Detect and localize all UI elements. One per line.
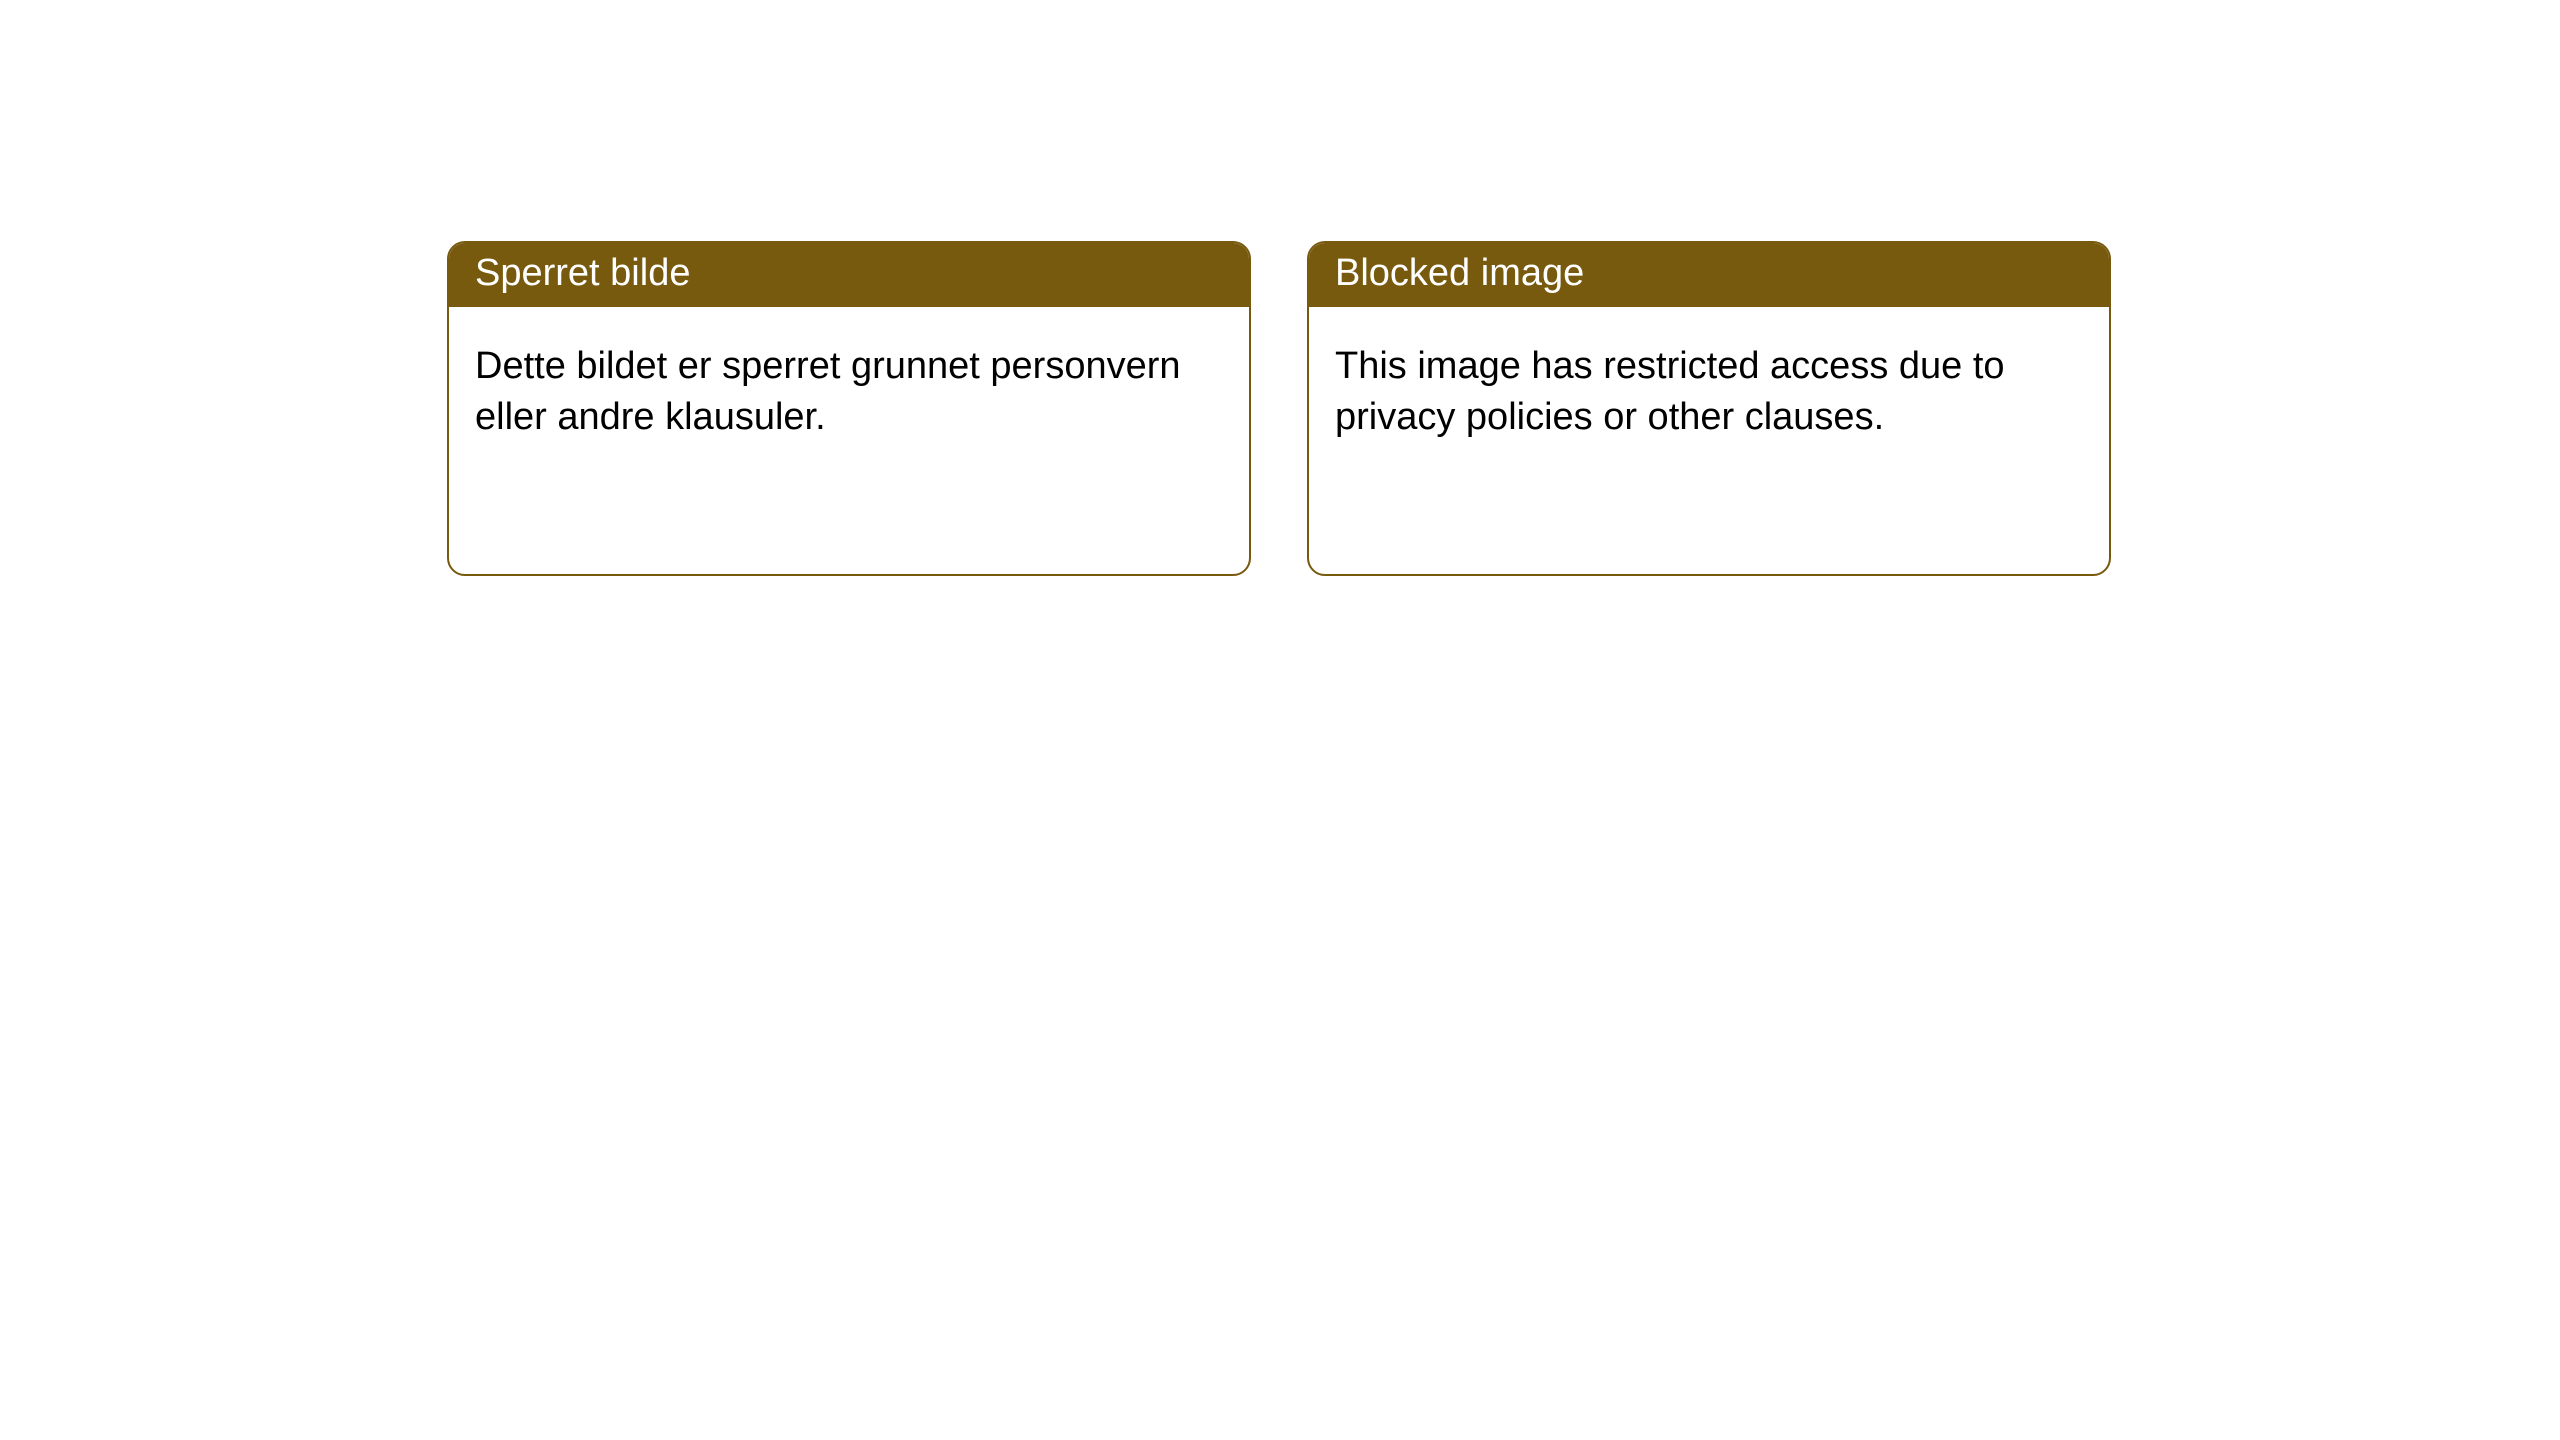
notice-card-body: Dette bildet er sperret grunnet personve…	[449, 307, 1249, 478]
notice-cards-container: Sperret bilde Dette bildet er sperret gr…	[0, 0, 2560, 576]
notice-card-header: Blocked image	[1309, 243, 2109, 307]
notice-card-norwegian: Sperret bilde Dette bildet er sperret gr…	[447, 241, 1251, 576]
notice-card-body: This image has restricted access due to …	[1309, 307, 2109, 478]
notice-card-english: Blocked image This image has restricted …	[1307, 241, 2111, 576]
notice-card-header: Sperret bilde	[449, 243, 1249, 307]
